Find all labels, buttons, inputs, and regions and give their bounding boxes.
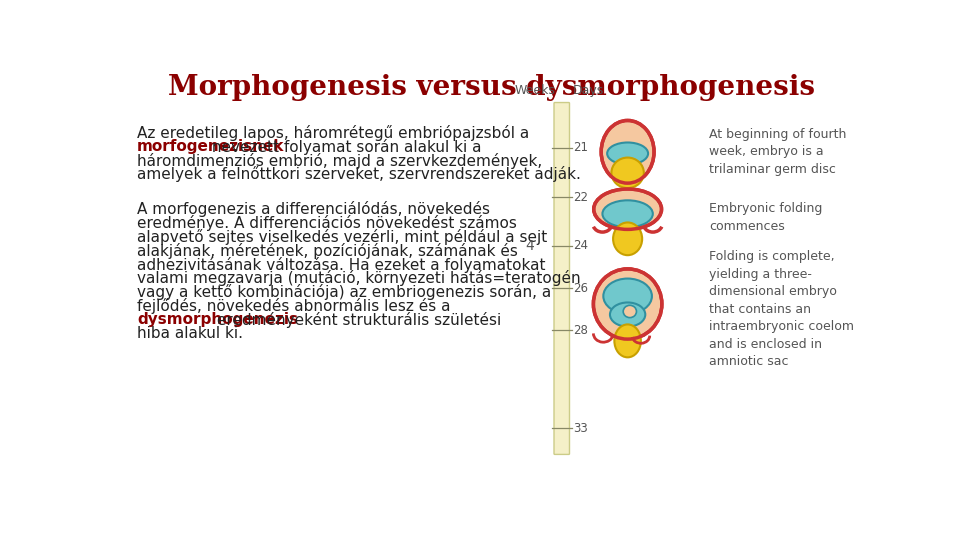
Ellipse shape — [603, 279, 652, 314]
Text: Folding is complete,
yielding a three-
dimensional embryo
that contains an
intra: Folding is complete, yielding a three- d… — [709, 250, 854, 368]
Ellipse shape — [612, 158, 644, 188]
Text: 4: 4 — [525, 239, 534, 253]
Text: eredményeként strukturális születési: eredményeként strukturális születési — [212, 312, 501, 328]
Ellipse shape — [607, 143, 648, 165]
Text: 33: 33 — [573, 422, 588, 435]
Text: 28: 28 — [573, 324, 588, 337]
Text: dysmorphogenezis: dysmorphogenezis — [137, 312, 298, 327]
Text: amelyek a felnőttkori szerveket, szervrendszereket adják.: amelyek a felnőttkori szerveket, szervre… — [137, 166, 581, 183]
Ellipse shape — [613, 222, 642, 255]
Text: morfogenezisnek: morfogenezisnek — [137, 139, 284, 154]
Text: fejlődés, növekedés abnormális lesz és a: fejlődés, növekedés abnormális lesz és a — [137, 298, 450, 314]
Text: háromdimenziós embrió, majd a szervkezdemények,: háromdimenziós embrió, majd a szervkezde… — [137, 153, 542, 168]
Text: Days: Days — [573, 84, 605, 97]
Text: Az eredetileg lapos, háromrétegű embriópajzsból a: Az eredetileg lapos, háromrétegű embrióp… — [137, 125, 529, 141]
Text: adhezivitásának változása. Ha ezeket a folyamatokat: adhezivitásának változása. Ha ezeket a f… — [137, 256, 545, 273]
Text: 26: 26 — [573, 281, 588, 295]
Ellipse shape — [603, 200, 653, 227]
FancyBboxPatch shape — [554, 103, 569, 455]
Ellipse shape — [601, 120, 654, 183]
Text: 22: 22 — [573, 191, 588, 204]
Ellipse shape — [614, 325, 641, 357]
Text: alakjának, méretének, pozíciójának, számának és: alakjának, méretének, pozíciójának, szám… — [137, 242, 518, 259]
Text: Weeks: Weeks — [515, 84, 555, 97]
Ellipse shape — [593, 189, 661, 230]
Text: A morfogenezis a differenciálódás, növekedés: A morfogenezis a differenciálódás, növek… — [137, 201, 490, 217]
Text: Embryonic folding
commences: Embryonic folding commences — [709, 202, 823, 233]
Ellipse shape — [593, 269, 661, 339]
Ellipse shape — [623, 305, 636, 318]
Text: Morphogenesis versus dysmorphogenesis: Morphogenesis versus dysmorphogenesis — [169, 74, 815, 101]
Text: valami megzavarja (mutáció, környezeti hatás=teratogén: valami megzavarja (mutáció, környezeti h… — [137, 271, 581, 286]
Ellipse shape — [610, 302, 645, 327]
Text: 24: 24 — [573, 239, 588, 252]
Text: alapvető sejtes viselkedés vezérli, mint például a sejt: alapvető sejtes viselkedés vezérli, mint… — [137, 229, 547, 245]
Text: hiba alakul ki.: hiba alakul ki. — [137, 326, 243, 341]
Text: 21: 21 — [573, 141, 588, 154]
Text: vagy a kettő kombinációja) az embriogenezis során, a: vagy a kettő kombinációja) az embriogene… — [137, 284, 551, 300]
Text: eredménye. A differenciációs növekedést számos: eredménye. A differenciációs növekedést … — [137, 215, 516, 231]
Text: At beginning of fourth
week, embryo is a
trilaminar germ disc: At beginning of fourth week, embryo is a… — [709, 128, 847, 176]
Text: nevezett folyamat során alakul ki a: nevezett folyamat során alakul ki a — [207, 139, 482, 155]
